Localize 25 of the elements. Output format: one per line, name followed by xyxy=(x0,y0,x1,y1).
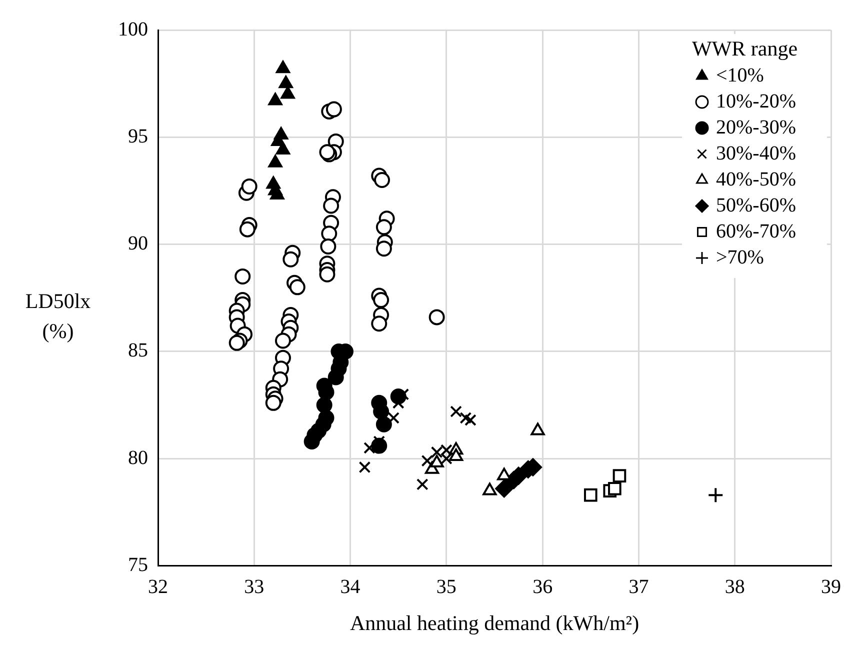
x-tick-label: 35 xyxy=(436,576,456,598)
y-tick-label: 100 xyxy=(118,18,148,40)
x-tick-label: 37 xyxy=(628,576,649,598)
y-tick-label: 90 xyxy=(128,232,148,255)
x-tick-label: 32 xyxy=(148,576,168,598)
x-tick-label: 39 xyxy=(821,576,841,598)
legend-label: 40%-50% xyxy=(716,168,796,190)
x-axis-title: Annual heating demand (kWh/m²) xyxy=(350,610,640,635)
legend-label: 20%-30% xyxy=(716,116,796,138)
y-tick-label: 85 xyxy=(128,340,148,362)
y-axis-title: LD50lx (%) xyxy=(24,288,92,345)
legend-label: 50%-60% xyxy=(716,194,796,216)
x-tick-label: 38 xyxy=(724,576,745,598)
legend-label: >70% xyxy=(716,246,764,268)
x-tick-label: 33 xyxy=(244,576,264,598)
legend-label: 30%-40% xyxy=(716,142,796,164)
legend-label: <10% xyxy=(716,64,764,86)
legend-label: 60%-70% xyxy=(716,220,796,242)
y-tick-label: 75 xyxy=(128,554,148,576)
legend-label: 10%-20% xyxy=(716,90,796,112)
y-tick-label: 95 xyxy=(128,125,148,148)
y-tick-label: 80 xyxy=(128,446,148,469)
legend-title: WWR range xyxy=(692,36,798,61)
x-tick-label: 34 xyxy=(340,576,360,598)
x-tick-label: 36 xyxy=(532,576,553,598)
